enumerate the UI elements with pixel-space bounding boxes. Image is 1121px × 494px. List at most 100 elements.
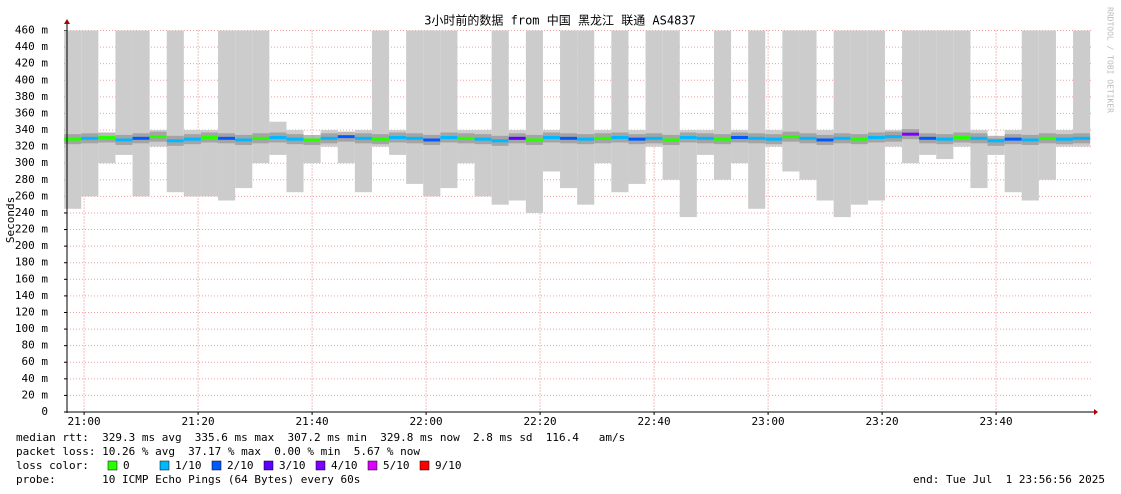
smoke xyxy=(491,30,509,205)
median xyxy=(542,135,561,139)
y-tick-label: 380 m xyxy=(15,90,48,103)
median xyxy=(1055,137,1074,141)
median xyxy=(1004,137,1022,141)
y-tick-label: 220 m xyxy=(15,223,48,236)
y-tick-label: 180 m xyxy=(15,256,48,269)
x-tick-label: 22:00 xyxy=(410,415,443,428)
y-tick-label: 400 m xyxy=(15,73,48,86)
median xyxy=(628,137,646,141)
smoke xyxy=(816,130,834,201)
y-tick-label: 20 m xyxy=(22,388,49,401)
median xyxy=(149,135,167,139)
smoke xyxy=(713,30,732,180)
legend-swatch xyxy=(419,460,430,471)
median xyxy=(337,135,355,139)
median xyxy=(833,136,851,140)
median xyxy=(919,136,937,140)
smoke xyxy=(406,30,424,184)
smoke xyxy=(81,30,99,197)
median xyxy=(577,137,595,141)
median xyxy=(953,135,971,139)
y-tick-label: 420 m xyxy=(15,57,48,70)
median xyxy=(679,135,697,139)
y-tick-label: 460 m xyxy=(15,24,48,37)
legend-swatch xyxy=(211,460,222,471)
median xyxy=(850,137,868,141)
legend-swatch xyxy=(159,460,170,471)
median xyxy=(320,136,338,140)
median xyxy=(799,136,817,140)
median xyxy=(115,138,133,142)
x-tick-label: 23:00 xyxy=(752,415,785,428)
smoke xyxy=(337,138,355,164)
median xyxy=(645,136,663,140)
smoke xyxy=(166,30,184,193)
smoke xyxy=(286,130,304,193)
median xyxy=(474,137,492,141)
median xyxy=(594,136,612,140)
median xyxy=(183,137,201,141)
x-tick-label: 23:40 xyxy=(980,415,1013,428)
median xyxy=(354,136,372,140)
smoke xyxy=(235,30,253,189)
y-tick-label: 360 m xyxy=(15,106,48,119)
smoke xyxy=(115,30,133,155)
smoke xyxy=(645,30,663,147)
median xyxy=(662,138,680,142)
median xyxy=(970,136,988,140)
y-tick-label: 80 m xyxy=(22,339,49,352)
legend-swatch xyxy=(367,460,378,471)
median xyxy=(884,135,903,139)
y-tick-label: 240 m xyxy=(15,206,48,219)
median xyxy=(765,137,783,141)
median xyxy=(269,135,287,139)
smoke xyxy=(1073,30,1091,147)
median xyxy=(81,136,99,140)
y-tick-label: 280 m xyxy=(15,173,48,186)
median xyxy=(936,137,954,141)
smoke xyxy=(748,30,766,209)
smoke xyxy=(850,30,868,205)
stats-line: median rtt: 329.3 ms avg 335.6 ms max 30… xyxy=(16,431,625,444)
smoke xyxy=(200,130,219,197)
median xyxy=(64,137,82,141)
y-tick-label: 200 m xyxy=(15,239,48,252)
smoke xyxy=(98,138,116,164)
median xyxy=(816,138,834,142)
smoke xyxy=(799,30,817,180)
smoke xyxy=(1038,30,1056,180)
median xyxy=(611,135,629,139)
median xyxy=(731,135,749,139)
y-tick-label: 40 m xyxy=(22,372,49,385)
legend-label: 2/10 xyxy=(227,459,254,472)
y-axis-label: Seconds xyxy=(4,197,17,243)
x-tick-label: 21:40 xyxy=(296,415,329,428)
median xyxy=(713,137,732,141)
median xyxy=(98,135,116,139)
smoke xyxy=(508,130,526,201)
smoke xyxy=(919,30,937,155)
median xyxy=(371,137,390,141)
smoke xyxy=(560,30,578,189)
median xyxy=(867,135,885,139)
median xyxy=(389,135,407,139)
smoke xyxy=(970,130,988,189)
median xyxy=(491,139,509,143)
median xyxy=(902,132,920,136)
y-tick-label: 340 m xyxy=(15,123,48,136)
median xyxy=(782,135,800,139)
smoke xyxy=(183,130,201,197)
x-tick-label: 23:20 xyxy=(866,415,899,428)
median xyxy=(252,136,270,140)
smoke xyxy=(662,30,680,180)
y-tick-label: 100 m xyxy=(15,322,48,335)
median xyxy=(508,136,526,140)
median xyxy=(286,137,304,141)
legend-label: 5/10 xyxy=(383,459,410,472)
legend-swatch xyxy=(315,460,326,471)
legend-swatch xyxy=(263,460,274,471)
smoke xyxy=(218,30,236,201)
smoke xyxy=(679,130,697,218)
y-arrow xyxy=(64,19,70,24)
smoke xyxy=(371,30,390,147)
